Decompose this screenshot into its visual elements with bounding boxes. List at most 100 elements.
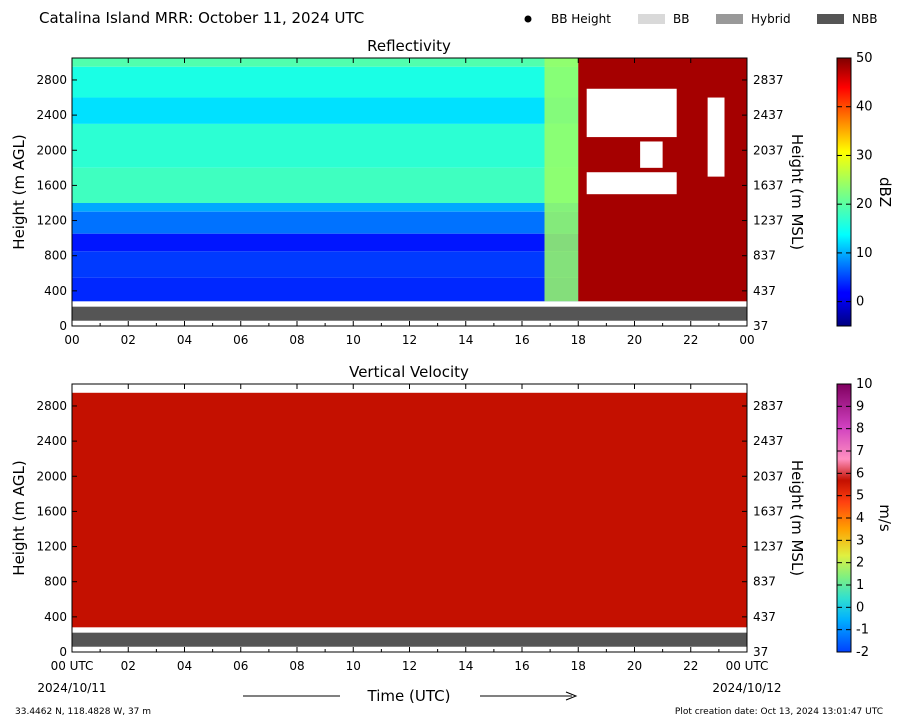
x-tick-label: 00 (64, 333, 79, 347)
y-tick-label-right: 2437 (753, 108, 784, 122)
y-tick-label: 400 (44, 610, 67, 624)
x-tick-label: 16 (514, 659, 529, 673)
x-tick-label: 20 (627, 659, 642, 673)
colorbar-tick-label: 30 (856, 148, 873, 163)
reflectivity-gap (707, 97, 725, 177)
x-tick-label: 12 (402, 333, 417, 347)
colorbar-tick-label: 9 (856, 399, 864, 414)
x-tick-label: 12 (402, 659, 417, 673)
y-tick-label: 800 (44, 575, 67, 589)
y-tick-label-right: 1237 (753, 214, 784, 228)
velocity-colorbar-label: m/s (876, 504, 894, 532)
y-tick-label-right: 1237 (753, 540, 784, 554)
x-tick-label: 10 (346, 659, 361, 673)
reflectivity-colorbar-ticks: 0 10 20 30 40 50 (837, 51, 873, 310)
reflectivity-transition (544, 58, 579, 302)
y-tick-label: 0 (59, 319, 67, 333)
colorbar-tick-label: 1 (856, 578, 864, 593)
y-tick-label: 2800 (36, 399, 67, 413)
nbb-layer (72, 306, 747, 321)
colorbar-tick-label: -1 (856, 623, 869, 638)
reflectivity-band (72, 167, 579, 203)
hybrid-legend-patch (716, 14, 743, 24)
y-tick-label: 800 (44, 249, 67, 263)
reflectivity-title: Reflectivity (367, 37, 451, 55)
reflectivity-band (72, 97, 579, 124)
colorbar-tick-label: 5 (856, 489, 864, 504)
colorbar-tick-label: 10 (856, 246, 873, 261)
y-tick-label-right: 837 (753, 575, 776, 589)
colorbar-tick-label: 4 (856, 511, 864, 526)
reflectivity-gap (640, 141, 663, 168)
y-tick-label-right: 2437 (753, 434, 784, 448)
x-tick-label: 14 (458, 659, 473, 673)
colorbar-tick-label: 7 (856, 444, 864, 459)
reflectivity-band (72, 123, 579, 168)
y-tick-label-right: 437 (753, 284, 776, 298)
velocity-ylabel: Height (m AGL) (10, 460, 28, 575)
reflectivity-colorbar (836, 57, 852, 327)
velocity-panel: Vertical Velocity 00 UTC 02 04 06 08 10 12 14 16… (10, 363, 894, 695)
footer: Time (UTC) 33.4462 N, 118.4828 W, 37 m P… (15, 687, 883, 717)
y-tick-label-right: 37 (753, 645, 768, 659)
x-tick-label: 08 (289, 659, 304, 673)
reflectivity-band (72, 277, 579, 302)
reflectivity-band (72, 251, 579, 278)
reflectivity-band (72, 58, 579, 67)
x-tick-label: 00 (739, 333, 754, 347)
y-tick-label-right: 2037 (753, 469, 784, 483)
y-tick-label: 2000 (36, 469, 67, 483)
y-tick-label: 0 (59, 645, 67, 659)
reflectivity-colorbar-label: dBZ (876, 177, 894, 207)
x-tick-label: 18 (571, 659, 586, 673)
colorbar-tick-label: 0 (856, 600, 864, 615)
colorbar-tick-label: 3 (856, 533, 864, 548)
y-tick-label: 1200 (36, 540, 67, 554)
location-text: 33.4462 N, 118.4828 W, 37 m (15, 707, 151, 717)
y-tick-label-right: 37 (753, 319, 768, 333)
reflectivity-band (72, 66, 579, 98)
y-tick-label-right: 1637 (753, 178, 784, 192)
x-tick-label: 02 (121, 333, 136, 347)
bb-height-legend-marker (524, 15, 532, 23)
x-axis-label: Time (UTC) (367, 687, 451, 705)
bb-legend-patch (638, 14, 665, 24)
x-tick-label: 02 (121, 659, 136, 673)
y-tick-label-right: 437 (753, 610, 776, 624)
x-tick-label: 06 (233, 333, 248, 347)
no-data-strip (72, 627, 747, 633)
reflectivity-gap (586, 172, 677, 195)
colorbar-tick-label: 2 (856, 556, 864, 571)
y-tick-label-right: 1637 (753, 504, 784, 518)
x-tick-label: 16 (514, 333, 529, 347)
y-tick-label: 1600 (36, 504, 67, 518)
y-tick-label-right: 2037 (753, 143, 784, 157)
x-tick-label: 20 (627, 333, 642, 347)
reflectivity-band (72, 233, 579, 252)
x-date-end: 2024/10/12 (712, 681, 781, 695)
y-tick-label: 1200 (36, 214, 67, 228)
colorbar-tick-label: 0 (856, 295, 864, 310)
y-tick-label: 2000 (36, 143, 67, 157)
y-tick-label: 1600 (36, 178, 67, 192)
colorbar-tick-label: 40 (856, 100, 873, 115)
x-tick-label: 14 (458, 333, 473, 347)
colorbar-tick-label: 20 (856, 197, 873, 212)
legend-label-bb: BB (673, 12, 689, 26)
x-tick-label: 06 (233, 659, 248, 673)
figure-title: Catalina Island MRR: October 11, 2024 UT… (39, 9, 364, 27)
no-data-strip (72, 301, 747, 307)
nbb-legend-patch (817, 14, 844, 24)
colorbar-tick-label: 6 (856, 466, 864, 481)
x-tick-label: 00 UTC (51, 659, 94, 673)
x-date-start: 2024/10/11 (37, 681, 106, 695)
legend-label-hybrid: Hybrid (751, 12, 791, 26)
legend-label-bb-height: BB Height (551, 12, 611, 26)
colorbar-tick-label: 10 (856, 377, 873, 392)
velocity-field-fill (72, 392, 747, 628)
reflectivity-panel: Reflectivity 00 02 04 06 08 10 12 14 16 18 20 22 000… (10, 37, 894, 347)
x-tick-label: 08 (289, 333, 304, 347)
velocity-title: Vertical Velocity (349, 363, 469, 381)
creation-date-text: Plot creation date: Oct 13, 2024 13:01:4… (675, 707, 883, 717)
